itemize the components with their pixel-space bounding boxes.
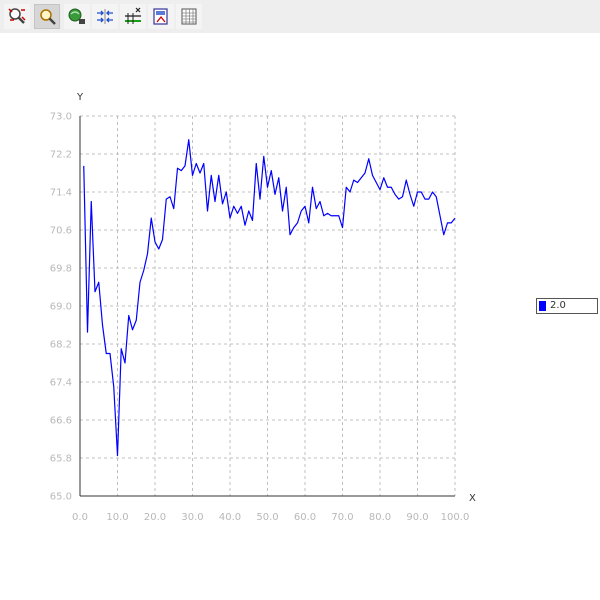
pan-button[interactable]: [64, 4, 90, 29]
x-tick-label: 40.0: [219, 512, 241, 523]
fit-arrows-icon: [97, 9, 113, 24]
y-tick-label: 73.0: [50, 112, 72, 123]
y-tick-label: 69.8: [50, 264, 72, 275]
y-tick-label: 65.8: [50, 454, 72, 465]
tick-labels: 0.0 10.0 20.0 30.0 40.0 50.0 60.0 70.0 80.0 90.0 1…: [50, 112, 470, 524]
legend-swatch: [539, 301, 546, 311]
x-tick-label: 50.0: [256, 512, 278, 523]
x-tick-label: 60.0: [294, 512, 316, 523]
legend: 2.0: [536, 298, 598, 314]
series-icon: [125, 7, 141, 24]
axes: [79, 116, 455, 497]
fit-button[interactable]: [92, 4, 118, 29]
y-tick-label: 66.6: [50, 416, 72, 427]
y-tick-label: 67.4: [50, 378, 72, 389]
series-line: [83, 139, 456, 457]
zoom-reset-button[interactable]: [4, 4, 30, 29]
x-tick-label: 10.0: [106, 512, 128, 523]
legend-label: 2.0: [550, 300, 566, 311]
series-toggle-button[interactable]: [120, 4, 146, 29]
x-tick-label: 100.0: [441, 512, 470, 523]
pan-icon: [68, 8, 85, 24]
x-tick-label: 70.0: [331, 512, 353, 523]
x-tick-label: 0.0: [72, 512, 88, 523]
y-tick-label: 68.2: [50, 340, 72, 351]
export-button[interactable]: [148, 4, 174, 29]
series-group: [83, 139, 456, 457]
zoom-button[interactable]: [34, 4, 60, 29]
y-tick-label: 65.0: [50, 492, 72, 503]
y-tick-label: 72.2: [50, 150, 72, 161]
table-button[interactable]: [176, 4, 202, 29]
y-tick-label: 69.0: [50, 302, 72, 313]
y-axis-label: Y: [76, 92, 84, 103]
chart-toolbar: [0, 0, 600, 33]
x-tick-label: 90.0: [406, 512, 428, 523]
x-tick-label: 80.0: [369, 512, 391, 523]
zoom-reset-icon: [8, 8, 26, 24]
x-axis-label: X: [469, 493, 476, 504]
x-tick-label: 20.0: [144, 512, 166, 523]
grid-lines: [80, 115, 456, 496]
magnifier-icon: [40, 9, 56, 25]
y-tick-label: 71.4: [50, 188, 72, 199]
export-icon: [153, 8, 168, 25]
y-tick-label: 70.6: [50, 226, 72, 237]
table-icon: [181, 8, 197, 25]
x-tick-label: 30.0: [181, 512, 203, 523]
